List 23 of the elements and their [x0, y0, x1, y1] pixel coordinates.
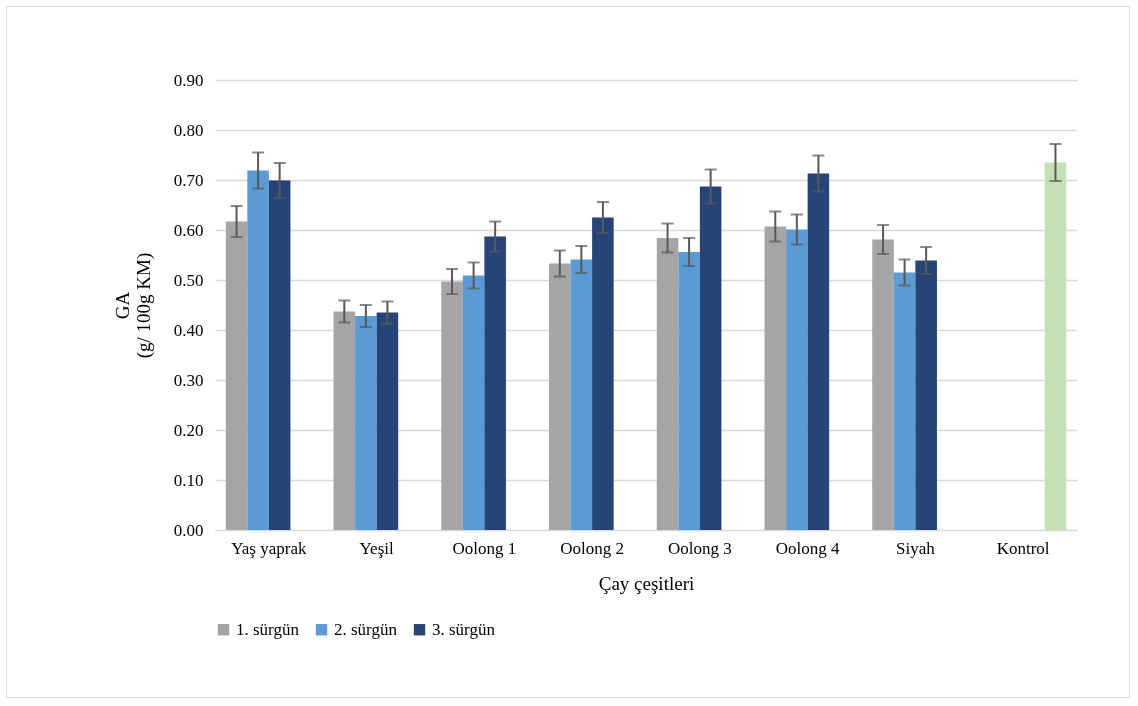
legend-label: 2. sürgün [334, 619, 398, 639]
y-tick-label: 0.00 [173, 520, 204, 540]
y-tick-label: 0.30 [173, 370, 204, 390]
y-tick-label: 0.60 [173, 220, 204, 240]
y-tick-label: 0.10 [173, 470, 204, 490]
y-tick-label: 0.50 [173, 270, 204, 290]
y-tick-label: 0.40 [173, 320, 204, 340]
x-tick-label: Oolong 2 [560, 538, 624, 558]
x-tick-label: Oolong 4 [775, 538, 840, 558]
x-tick-label: Yeşil [359, 538, 394, 558]
legend-label: 3. sürgün [432, 619, 496, 639]
x-tick-label: Oolong 3 [668, 538, 732, 558]
y-tick-label: 0.70 [173, 170, 204, 190]
y-tick-label: 0.80 [173, 120, 204, 140]
x-tick-label: Yaş yaprak [231, 538, 307, 558]
x-tick-label: Siyah [896, 538, 936, 558]
x-axis-title: Çay çeşitleri [598, 572, 695, 594]
x-tick-label: Oolong 1 [452, 538, 517, 558]
y-axis-title: GA (g/ 100g KM) [111, 252, 155, 359]
x-tick-label: Kontrol [996, 538, 1050, 558]
y-tick-label: 0.90 [173, 70, 204, 90]
y-tick-label: 0.20 [173, 420, 204, 440]
legend-label: 1. sürgün [236, 619, 300, 639]
